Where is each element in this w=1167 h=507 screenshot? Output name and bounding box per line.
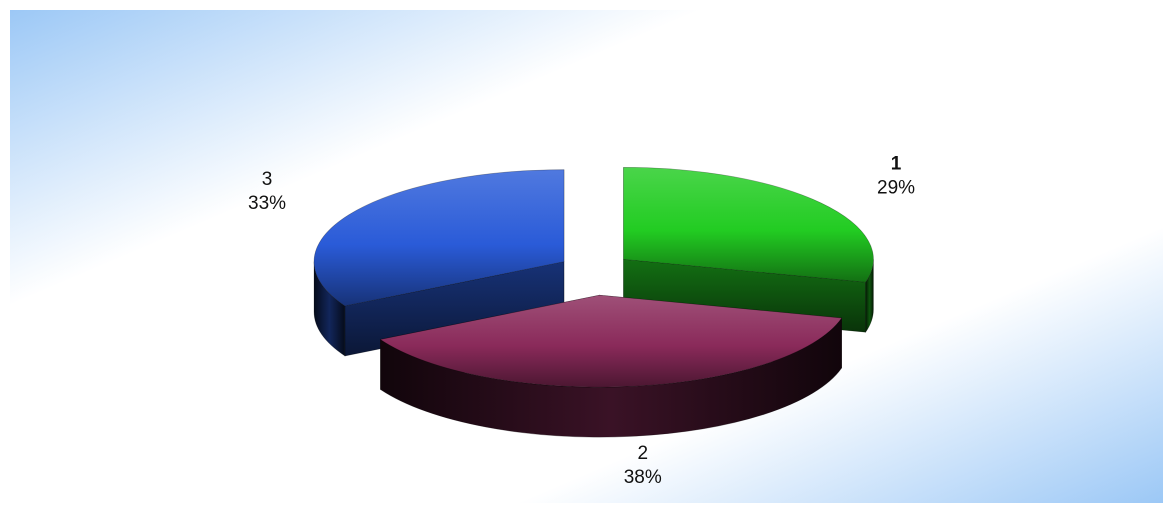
pie-chart: 1 29%2 38%3 33%	[10, 10, 1163, 503]
slice-percent-label: 38%	[624, 467, 662, 488]
slice-3-cut-face-0	[344, 261, 565, 357]
pie-slice-2	[379, 294, 843, 438]
slice-percent-label: 29%	[877, 178, 915, 199]
slice-1-top	[623, 167, 874, 283]
chart-area: 1 29% 2 38% 3 33%	[10, 10, 1163, 503]
pie-slice-3	[313, 169, 565, 357]
slice-2-top	[379, 294, 843, 388]
slice-3-top	[313, 169, 565, 307]
slice-label-1: 1 29%	[877, 154, 915, 199]
slice-category-label: 1	[891, 154, 902, 175]
slice-label-2: 2 38%	[624, 443, 662, 488]
slice-label-3: 3 33%	[248, 169, 286, 214]
slice-category-label: 3	[262, 169, 273, 190]
slice-percent-label: 33%	[248, 193, 286, 214]
slice-category-label: 2	[637, 443, 648, 464]
